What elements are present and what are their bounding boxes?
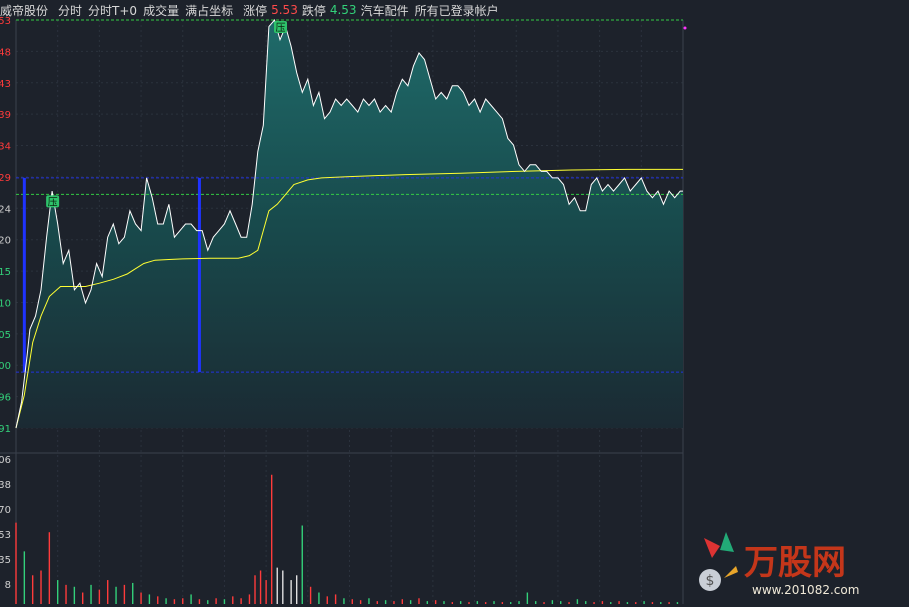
svg-text:$: $: [706, 573, 715, 589]
tab-volume[interactable]: 成交量: [143, 3, 180, 18]
price-tick-label: 05: [0, 330, 11, 341]
limit-up-value: 5.53: [271, 3, 298, 17]
volume-bars: [15, 474, 679, 604]
tab-fenshi-t0[interactable]: 分时T+0: [88, 3, 138, 18]
price-tick-label: 39: [0, 110, 11, 121]
volume-tick-label: 70: [0, 505, 11, 516]
level-lines: [16, 19, 683, 373]
volume-tick-label: 38: [0, 480, 11, 491]
chart-toolbar: 威帝股份 分时 分时T+0 成交量 满占坐标 涨停 5.53 跌停 4.53 汽…: [0, 0, 909, 20]
wangu-logo: $ 万股网 www.201082.com: [699, 532, 859, 597]
sector-label[interactable]: 汽车配件: [360, 3, 409, 18]
volume-tick-label: 35: [0, 555, 11, 566]
limit-up-label: 涨停: [243, 3, 268, 18]
price-area: [16, 20, 683, 428]
volume-tick-label: 06: [0, 455, 11, 466]
pressure-marker-box: [46, 195, 60, 208]
price-polyline: [15, 18, 683, 429]
logo-coin: [699, 569, 721, 591]
pressure-marker-box: [274, 21, 288, 33]
cursor-dot: [683, 26, 687, 30]
price-tick-label: 96: [0, 393, 11, 404]
logo-arrow-orange: [724, 566, 738, 578]
logo-arrow-red: [704, 538, 720, 558]
price-tick-label: 10: [0, 298, 11, 309]
limit-down-value: 4.53: [329, 3, 357, 17]
price-tick-label: 15: [0, 267, 11, 278]
volume-tick-label: 8: [5, 580, 11, 591]
tab-fenshi[interactable]: 分时: [58, 3, 83, 18]
price-tick-label: 00: [0, 361, 11, 372]
price-tick-label: 48: [0, 47, 11, 58]
price-tick-label: 20: [0, 236, 11, 247]
accounts-label[interactable]: 所有已登录帐户: [414, 3, 499, 18]
limit-down-label: 跌停: [301, 3, 326, 18]
price-tick-label: 53: [0, 16, 11, 27]
logo-arrow-green: [720, 532, 734, 552]
logo-url: www.201082.com: [752, 583, 859, 597]
axis-ticks: 53 48 43 39 34 29 24 20 15 10 05 00 96 91 06 38 70 53 35 8: [0, 16, 11, 591]
price-tick-label: 29: [0, 173, 11, 184]
pressure-marker-text: 压: [276, 22, 286, 34]
logo-text: 万股网: [744, 543, 846, 583]
price-line: [15, 18, 683, 429]
price-tick-label: 91: [0, 424, 11, 435]
average-price-line: [15, 168, 683, 429]
price-tick-label: 34: [0, 142, 11, 153]
pressure-marker-text: 压: [48, 196, 58, 208]
full-coordinate-toggle[interactable]: 满占坐标: [185, 3, 234, 18]
price-area-fill: [16, 20, 683, 428]
average-price: [15, 168, 683, 429]
volume-tick-label: 53: [0, 530, 11, 541]
price-tick-label: 24: [0, 204, 11, 215]
stock-name[interactable]: 威帝股份: [0, 3, 49, 18]
pressure-markers: 压压: [46, 21, 687, 208]
price-tick-label: 43: [0, 79, 11, 90]
